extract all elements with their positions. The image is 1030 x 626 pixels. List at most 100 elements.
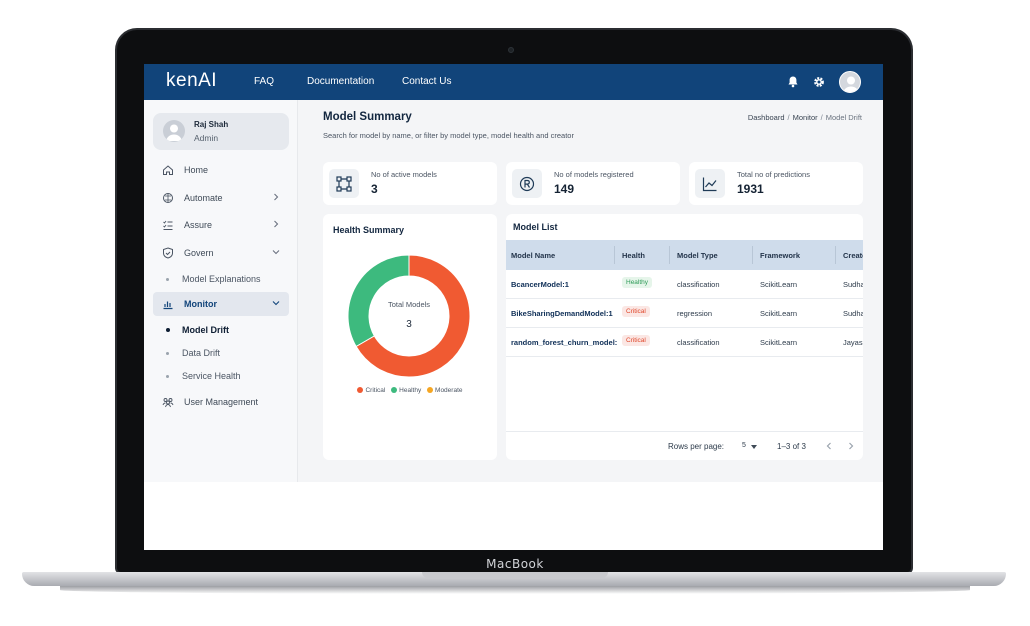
shield-icon <box>162 247 174 259</box>
screen-blank-area <box>144 482 883 550</box>
donut-center-value: 3 <box>406 319 412 330</box>
sidebar-item-label: Assure <box>184 220 213 230</box>
health-summary-title: Health Summary <box>333 225 405 235</box>
stat-value: 149 <box>554 182 575 196</box>
pagination-range: 1–3 of 3 <box>777 442 806 451</box>
sidebar-item-label: Model Explanations <box>182 274 261 284</box>
table-row[interactable]: random_forest_churn_model: Critical clas… <box>506 328 863 357</box>
profile-card[interactable]: Raj Shah Admin <box>153 113 289 150</box>
next-page-button[interactable] <box>845 440 857 452</box>
legend-label: Healthy <box>399 387 422 394</box>
nav-documentation[interactable]: Documentation <box>307 76 375 87</box>
breadcrumb-dashboard[interactable]: Dashboard <box>747 113 785 122</box>
legend-item-critical: Critical <box>357 387 385 394</box>
creator-cell: Sudha <box>843 309 863 318</box>
nav-contact-us[interactable]: Contact Us <box>402 76 452 87</box>
sidebar-item-govern[interactable]: Govern <box>153 241 289 265</box>
model-type-cell: classification <box>677 280 720 289</box>
table-pagination: Rows per page: 5 1–3 of 3 <box>506 431 863 460</box>
column-header-framework[interactable]: Framework <box>760 251 801 260</box>
camera-icon <box>508 47 514 53</box>
bullet-icon <box>166 375 169 378</box>
table-row[interactable]: BikeSharingDemandModel:1 Critical regres… <box>506 299 863 328</box>
column-header-model-type[interactable]: Model Type <box>677 251 718 260</box>
breadcrumb: Dashboard / Monitor / Model Drift <box>748 113 862 122</box>
stat-value: 1931 <box>737 182 764 196</box>
stat-label: Total no of predictions <box>737 170 810 179</box>
stat-label: No of active models <box>371 170 437 179</box>
sidebar-item-assure[interactable]: Assure <box>153 213 289 237</box>
laptop-base <box>22 572 1006 586</box>
legend-label: Critical <box>365 387 386 394</box>
device-label: MacBook <box>486 557 544 571</box>
bell-icon[interactable] <box>785 74 801 90</box>
profile-name: Raj Shah <box>194 120 229 129</box>
sidebar-item-label: Monitor <box>184 299 217 309</box>
sidebar-item-monitor[interactable]: Monitor <box>153 292 289 316</box>
chevron-down-icon <box>271 247 281 257</box>
sidebar-item-label: Model Drift <box>182 325 229 335</box>
gear-icon[interactable] <box>811 74 827 90</box>
top-navbar: kenAI FAQ Documentation Contact Us <box>144 64 883 100</box>
main-content: Model Summary Search for model by name, … <box>298 100 883 482</box>
framework-cell: ScikitLearn <box>760 338 798 347</box>
sidebar-item-user-management[interactable]: User Management <box>153 390 289 414</box>
health-badge: Critical <box>622 335 650 346</box>
sidebar-item-label: Service Health <box>182 371 241 381</box>
prev-page-button[interactable] <box>823 440 835 452</box>
sidebar-item-label: Govern <box>184 248 214 258</box>
column-header-creator[interactable]: Create <box>843 251 863 260</box>
sidebar-item-label: Automate <box>184 193 223 203</box>
legend-label: Moderate <box>435 387 463 394</box>
dropdown-arrow-icon[interactable] <box>751 445 757 449</box>
bullet-icon <box>166 352 169 355</box>
breadcrumb-current: Model Drift <box>825 113 862 122</box>
chevron-right-icon <box>271 219 281 229</box>
creator-cell: Sudha <box>843 280 863 289</box>
column-divider <box>669 246 670 264</box>
sidebar-item-automate[interactable]: Automate <box>153 186 289 210</box>
sidebar: Raj Shah Admin Home Automate Assure Gove… <box>144 100 298 482</box>
rows-per-page-label: Rows per page: <box>668 442 725 451</box>
bullet-icon <box>166 278 169 281</box>
column-divider <box>835 246 836 264</box>
legend-swatch <box>391 387 398 393</box>
sidebar-item-label: Data Drift <box>182 348 221 358</box>
table-row[interactable]: BcancerModel:1 Healthy classification Sc… <box>506 270 863 299</box>
app-body: Raj Shah Admin Home Automate Assure Gove… <box>144 100 883 482</box>
nav-faq[interactable]: FAQ <box>254 76 275 87</box>
avatar <box>163 120 185 142</box>
health-summary-card: Health Summary Total Models 3 Critical H… <box>323 214 497 460</box>
creator-cell: Jayasl <box>843 338 863 347</box>
table-header: Model Name Health Model Type Framework C… <box>506 240 863 270</box>
user-avatar[interactable] <box>839 71 861 93</box>
donut-slice-critical[interactable] <box>355 254 471 378</box>
column-divider <box>614 246 615 264</box>
model-list-title: Model List <box>513 222 558 232</box>
model-name-cell[interactable]: BikeSharingDemandModel:1 <box>511 309 613 318</box>
health-badge: Healthy <box>622 277 653 288</box>
donut-center-label: Total Models <box>387 300 431 309</box>
column-header-model-name[interactable]: Model Name <box>511 251 556 260</box>
model-name-cell[interactable]: BcancerModel:1 <box>511 280 569 289</box>
stat-label: No of models registered <box>554 170 634 179</box>
framework-cell: ScikitLearn <box>760 280 798 289</box>
model-type-cell: regression <box>677 309 713 318</box>
rows-per-page-select[interactable]: 5 <box>742 442 746 449</box>
breadcrumb-monitor[interactable]: Monitor <box>792 113 818 122</box>
breadcrumb-separator: / <box>820 113 823 122</box>
health-donut-chart <box>347 254 471 378</box>
stat-card-registered-models: No of models registered 149 <box>506 162 680 205</box>
brand-logo[interactable]: kenAI <box>166 70 218 91</box>
trend-icon <box>695 169 725 198</box>
chevron-right-icon <box>271 192 281 202</box>
legend-swatch <box>427 387 434 393</box>
page-title: Model Summary <box>323 111 412 123</box>
stat-card-active-models: No of active models 3 <box>323 162 497 205</box>
bar-chart-icon <box>162 298 174 310</box>
screen: kenAI FAQ Documentation Contact Us Raj S… <box>144 64 883 550</box>
column-header-health[interactable]: Health <box>622 251 645 260</box>
model-name-cell[interactable]: random_forest_churn_model: <box>511 338 618 347</box>
sidebar-item-home[interactable]: Home <box>153 158 289 182</box>
sidebar-item-label: Home <box>184 165 209 175</box>
